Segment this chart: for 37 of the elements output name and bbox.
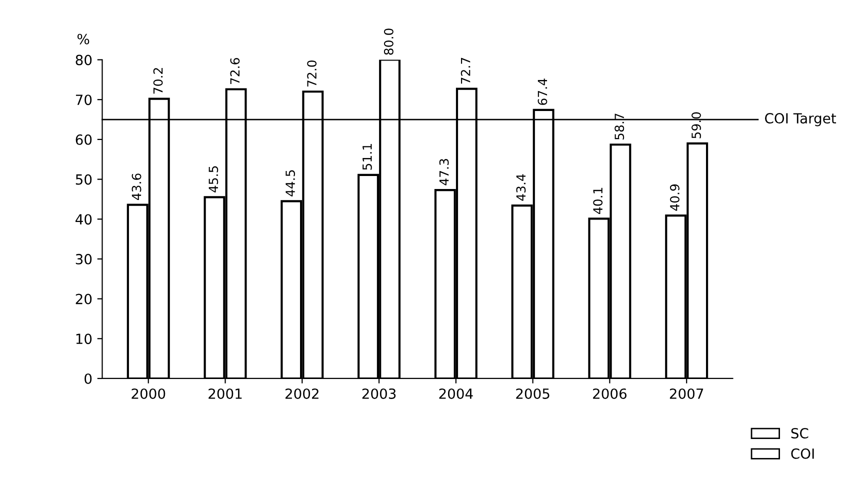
y-tick-label: 40 <box>76 214 92 225</box>
data-label: 40.9 <box>670 184 680 211</box>
x-tick-label: 2006 <box>593 388 626 399</box>
y-tick-label: 60 <box>76 134 92 145</box>
data-label: 72.0 <box>307 60 317 86</box>
data-label: 40.1 <box>593 188 603 214</box>
data-label: 59.0 <box>692 112 701 138</box>
data-label: 43.4 <box>516 174 526 201</box>
data-label: 51.1 <box>362 144 372 170</box>
x-tick-label: 2007 <box>670 388 704 399</box>
data-label: 43.6 <box>132 174 142 200</box>
x-tick-label: 2000 <box>132 388 166 399</box>
x-tick-label: 2005 <box>516 388 550 399</box>
data-label: 67.4 <box>538 78 548 105</box>
data-label: 70.2 <box>153 68 163 94</box>
y-tick-label: 0 <box>84 373 92 384</box>
x-tick-label: 2004 <box>439 388 473 399</box>
y-axis-title: % <box>77 34 90 44</box>
data-label: 44.5 <box>286 170 296 196</box>
y-tick-label: 30 <box>76 254 92 264</box>
legend-label: COI <box>791 448 814 459</box>
y-tick-label: 50 <box>76 174 92 185</box>
y-tick-label: 80 <box>76 54 92 66</box>
x-tick-label: 2002 <box>285 388 318 399</box>
data-label: 58.7 <box>614 114 624 140</box>
data-label: 80.0 <box>384 28 394 55</box>
y-tick-label: 20 <box>76 294 92 304</box>
x-tick-label: 2003 <box>362 388 396 399</box>
data-label: 72.6 <box>230 58 240 84</box>
ref-line-label: COI Target <box>765 113 836 126</box>
data-label: 47.3 <box>439 159 449 186</box>
y-tick-label: 10 <box>76 334 92 344</box>
legend-label: SC <box>791 428 808 439</box>
data-label: 45.5 <box>208 166 218 192</box>
data-label: 72.7 <box>460 58 470 84</box>
x-tick-label: 2001 <box>208 388 242 399</box>
y-tick-label: 70 <box>76 94 92 106</box>
